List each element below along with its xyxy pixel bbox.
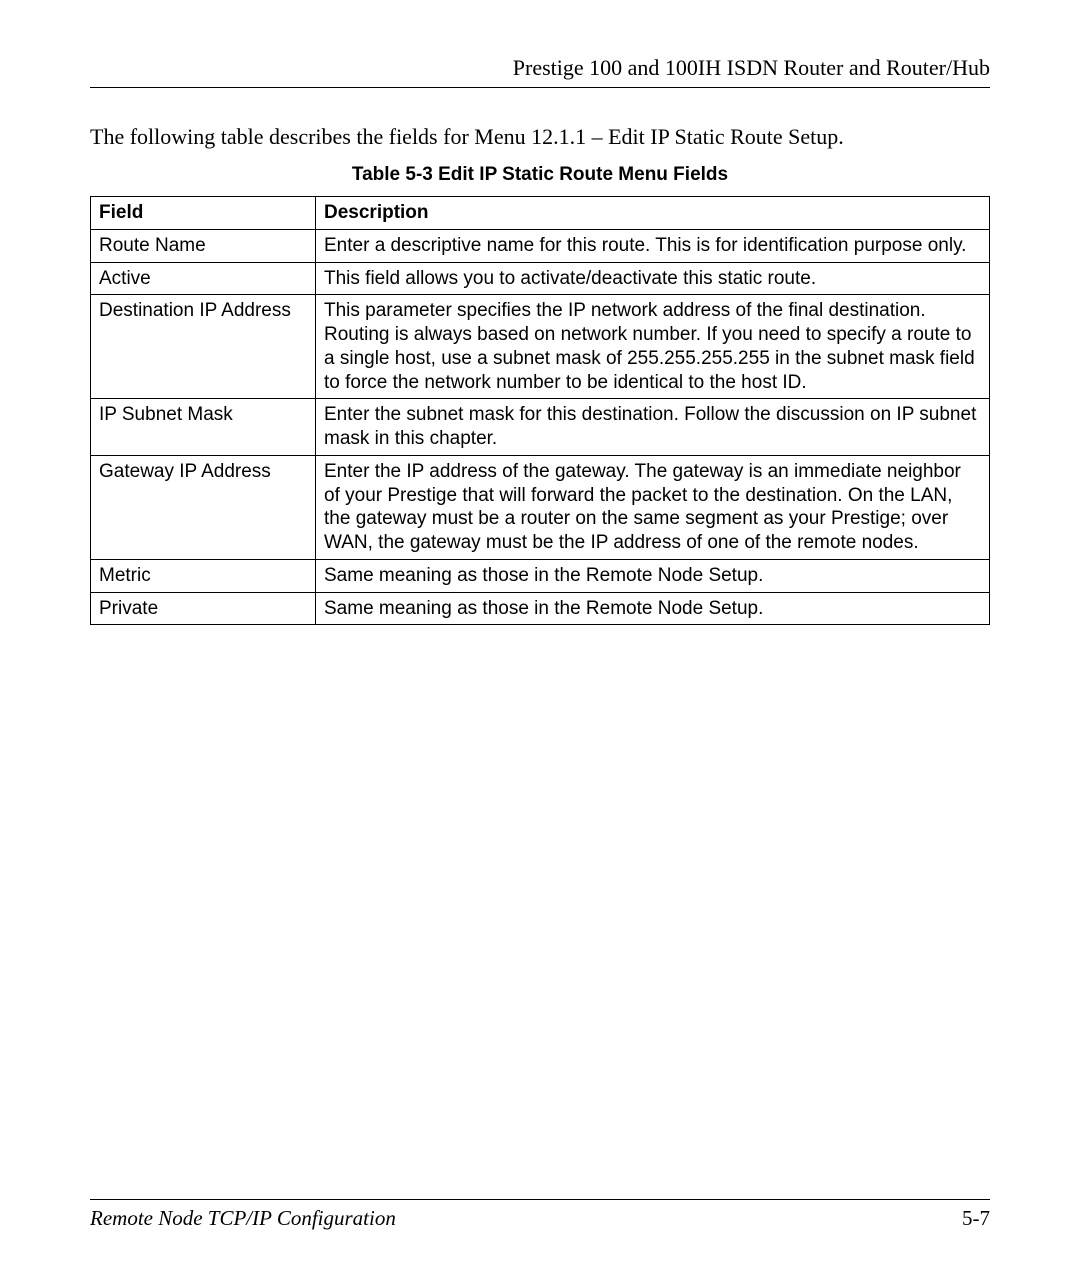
cell-field: Gateway IP Address [91,455,316,559]
cell-description: Enter the IP address of the gateway. The… [316,455,990,559]
cell-description: Same meaning as those in the Remote Node… [316,592,990,625]
table-row: Private Same meaning as those in the Rem… [91,592,990,625]
table-row: Gateway IP Address Enter the IP address … [91,455,990,559]
th-description: Description [316,197,990,230]
page-header: Prestige 100 and 100IH ISDN Router and R… [90,55,990,88]
cell-description: Enter the subnet mask for this destinati… [316,399,990,456]
cell-field: Active [91,262,316,295]
footer-right: 5-7 [962,1206,990,1231]
cell-field: Private [91,592,316,625]
table-row: IP Subnet Mask Enter the subnet mask for… [91,399,990,456]
cell-field: Destination IP Address [91,295,316,399]
page-footer: Remote Node TCP/IP Configuration 5-7 [90,1199,990,1231]
table-row: Destination IP Address This parameter sp… [91,295,990,399]
page: Prestige 100 and 100IH ISDN Router and R… [0,0,1080,1281]
table-caption: Table 5-3 Edit IP Static Route Menu Fiel… [90,164,990,186]
cell-description: Same meaning as those in the Remote Node… [316,559,990,592]
intro-text: The following table describes the fields… [90,124,990,150]
cell-description: This field allows you to activate/deacti… [316,262,990,295]
header-title: Prestige 100 and 100IH ISDN Router and R… [513,55,990,80]
cell-description: Enter a descriptive name for this route.… [316,229,990,262]
cell-field: Metric [91,559,316,592]
table-row: Metric Same meaning as those in the Remo… [91,559,990,592]
cell-field: IP Subnet Mask [91,399,316,456]
table-row: Active This field allows you to activate… [91,262,990,295]
footer-left: Remote Node TCP/IP Configuration [90,1206,396,1231]
table-header-row: Field Description [91,197,990,230]
cell-field: Route Name [91,229,316,262]
th-field: Field [91,197,316,230]
table-row: Route Name Enter a descriptive name for … [91,229,990,262]
fields-table: Field Description Route Name Enter a des… [90,196,990,625]
cell-description: This parameter specifies the IP network … [316,295,990,399]
